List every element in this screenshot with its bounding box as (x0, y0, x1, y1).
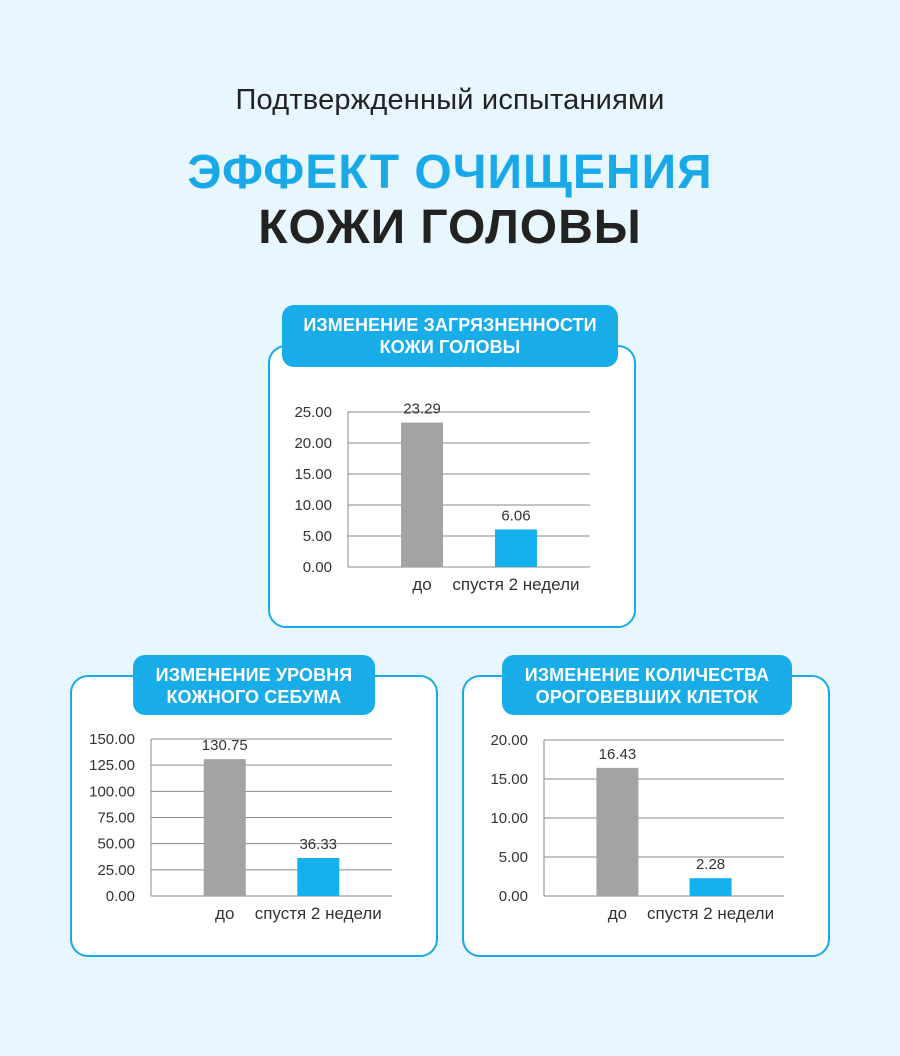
chart-title-line-2: КОЖНОГО СЕБУМА (166, 687, 342, 707)
y-tick-label: 10.00 (490, 810, 528, 827)
chart-title-badge-sebum-level: ИЗМЕНЕНИЕ УРОВНЯ КОЖНОГО СЕБУМА (133, 655, 375, 715)
bar-before (203, 759, 246, 896)
y-tick-label: 25.00 (294, 404, 332, 421)
data-label: 23.29 (403, 401, 441, 418)
chart-title-badge-scalp-contamination: ИЗМЕНЕНИЕ ЗАГРЯЗНЕННОСТИ КОЖИ ГОЛОВЫ (282, 305, 618, 367)
chart-title-line-2: ОРОГОВЕВШИХ КЛЕТОК (535, 687, 759, 707)
data-label: 36.33 (299, 836, 337, 853)
chart-title-line-1: ИЗМЕНЕНИЕ ЗАГРЯЗНЕННОСТИ (303, 315, 597, 335)
y-tick-label: 15.00 (294, 466, 332, 483)
bar-before (596, 767, 639, 896)
y-tick-label: 5.00 (303, 528, 332, 545)
y-tick-label: 0.00 (499, 888, 528, 905)
title-line-2: КОЖИ ГОЛОВЫ (258, 201, 642, 254)
y-tick-label: 10.00 (294, 497, 332, 514)
y-tick-label: 5.00 (499, 849, 528, 866)
chart-card-scalp-contamination (268, 345, 636, 628)
data-label: 130.75 (202, 737, 248, 754)
data-label: 6.06 (501, 507, 530, 524)
data-label: 16.43 (599, 746, 637, 763)
chart-card-sebum-level (70, 675, 438, 957)
y-tick-label: 0.00 (303, 559, 332, 576)
chart-title-badge-keratinized-cells: ИЗМЕНЕНИЕ КОЛИЧЕСТВА ОРОГОВЕВШИХ КЛЕТОК (502, 655, 792, 715)
y-tick-label: 75.00 (97, 810, 135, 827)
chart-title-line-1: ИЗМЕНЕНИЕ УРОВНЯ (155, 665, 353, 685)
y-tick-label: 0.00 (106, 888, 135, 905)
y-tick-label: 150.00 (89, 731, 135, 748)
subtitle: Подтвержденный испытаниями (235, 84, 665, 116)
data-label: 2.28 (696, 856, 725, 873)
bar-after (494, 529, 537, 567)
y-tick-label: 25.00 (97, 862, 135, 879)
chart-title-line-2: КОЖИ ГОЛОВЫ (379, 337, 521, 357)
y-tick-label: 50.00 (97, 836, 135, 853)
x-category-label: спустя 2 недели (647, 904, 774, 923)
x-category-label: до (608, 904, 627, 923)
bar-after (297, 857, 340, 896)
bar-before (401, 422, 444, 567)
y-tick-label: 100.00 (89, 783, 135, 800)
chart-title-line-1: ИЗМЕНЕНИЕ КОЛИЧЕСТВА (524, 665, 770, 685)
x-category-label: спустя 2 недели (255, 904, 382, 923)
y-tick-label: 125.00 (89, 757, 135, 774)
x-category-label: до (215, 904, 234, 923)
x-category-label: до (412, 575, 431, 594)
x-category-label: спустя 2 недели (452, 575, 579, 594)
y-tick-label: 20.00 (490, 732, 528, 749)
bar-after (689, 878, 732, 896)
y-tick-label: 15.00 (490, 771, 528, 788)
y-tick-label: 20.00 (294, 435, 332, 452)
title-line-1: ЭФФЕКТ ОЧИЩЕНИЯ (187, 146, 713, 199)
